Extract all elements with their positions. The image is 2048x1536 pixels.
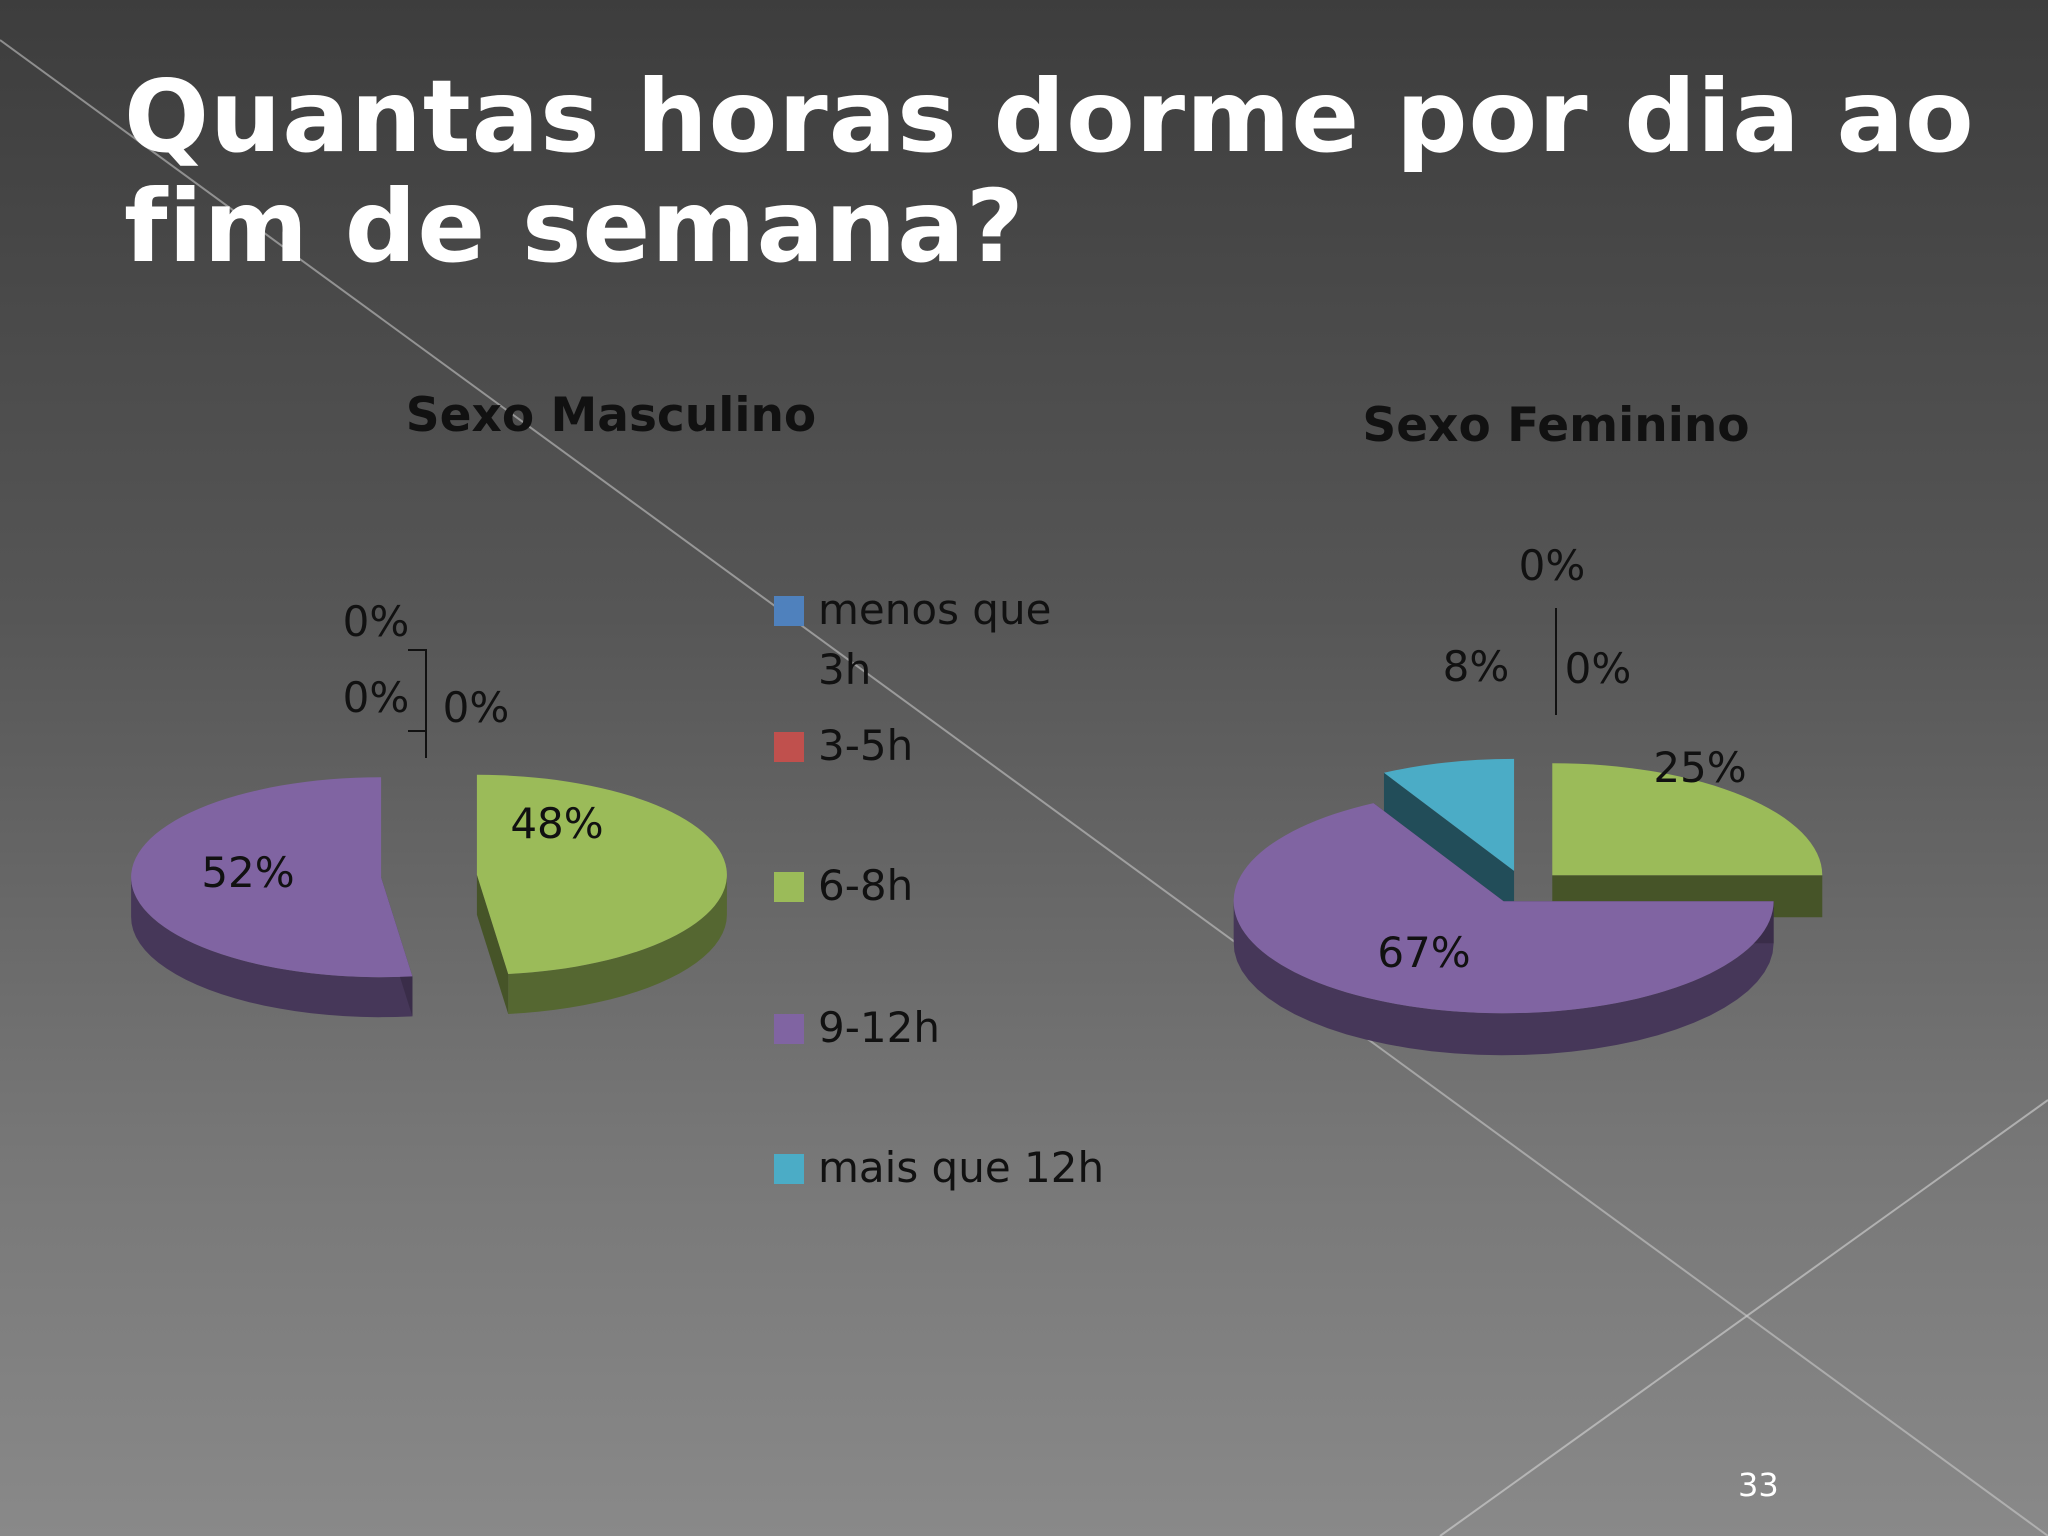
legend-swatch bbox=[774, 872, 804, 902]
slide-title: Quantas horas dorme por dia ao fim de se… bbox=[124, 58, 1975, 285]
pie-slice-top bbox=[131, 777, 413, 978]
legend-item-6-8h: 6-8h bbox=[774, 856, 1108, 916]
chart-title-masculino: Sexo Masculino bbox=[405, 388, 817, 443]
slide-number: 33 bbox=[1738, 1466, 1779, 1504]
chart-legend: menos que 3h 3-5h 6-8h 9-12h mais que 12… bbox=[774, 0, 1134, 1536]
pie-slice-side bbox=[1233, 899, 1774, 1056]
leader-line bbox=[408, 730, 427, 758]
pie-slice-6-8h bbox=[476, 774, 727, 1015]
data-label-6-8h: 25% bbox=[1653, 743, 1746, 792]
data-label-menos-que-3h: 0% bbox=[1519, 541, 1586, 590]
legend-swatch bbox=[774, 1014, 804, 1044]
data-label-9-12h: 52% bbox=[201, 848, 294, 897]
data-label-6-8h: 48% bbox=[510, 799, 603, 848]
leader-line bbox=[408, 649, 427, 758]
data-label-3-5h: 0% bbox=[343, 673, 410, 722]
legend-item-9-12h: 9-12h bbox=[774, 998, 1108, 1058]
legend-item-mais-que-12h: mais que 12h bbox=[774, 1138, 1108, 1198]
data-label-9-12h: 67% bbox=[1377, 928, 1470, 977]
legend-item-3-5h: 3-5h bbox=[774, 716, 1108, 776]
pie-slice-top bbox=[1552, 763, 1823, 876]
data-label-menos-que-3h: 0% bbox=[343, 597, 410, 646]
pie-slice-top bbox=[1233, 803, 1774, 1014]
pie-slice-wall bbox=[476, 874, 509, 1015]
pie-slice-mais-que-12h bbox=[1383, 758, 1515, 913]
data-label-mais-que-12h: 0% bbox=[443, 683, 510, 732]
chart-title-feminino: Sexo Feminino bbox=[1362, 398, 1750, 453]
legend-label: 6-8h bbox=[818, 861, 914, 910]
legend-label: mais que 12h bbox=[818, 1143, 1105, 1192]
legend-swatch bbox=[774, 732, 804, 762]
pie-slice-9-12h bbox=[1233, 803, 1774, 1056]
legend-label: 9-12h bbox=[818, 1003, 940, 1052]
pie-slice-side bbox=[131, 876, 413, 1018]
data-label-mais-que-12h: 8% bbox=[1443, 642, 1510, 691]
pie-slice-wall bbox=[1383, 772, 1515, 913]
legend-swatch bbox=[774, 1154, 804, 1184]
legend-label: 3-5h bbox=[818, 721, 914, 770]
pie-slice-side bbox=[508, 874, 727, 1015]
pie-slice-9-12h bbox=[131, 777, 413, 1018]
pie-chart-masculino: 0% 0% 48% 52% 0% bbox=[131, 597, 727, 1018]
legend-label: menos que 3h bbox=[818, 585, 1052, 694]
legend-swatch bbox=[774, 596, 804, 626]
legend-item-menos-que-3h: menos que 3h bbox=[774, 580, 1108, 700]
pie-chart-feminino: 0% 0% 25% 67% 8% bbox=[1233, 541, 1823, 1056]
data-label-3-5h: 0% bbox=[1565, 644, 1632, 693]
pie-slice-top bbox=[476, 774, 727, 975]
pie-slice-top bbox=[1383, 758, 1515, 871]
